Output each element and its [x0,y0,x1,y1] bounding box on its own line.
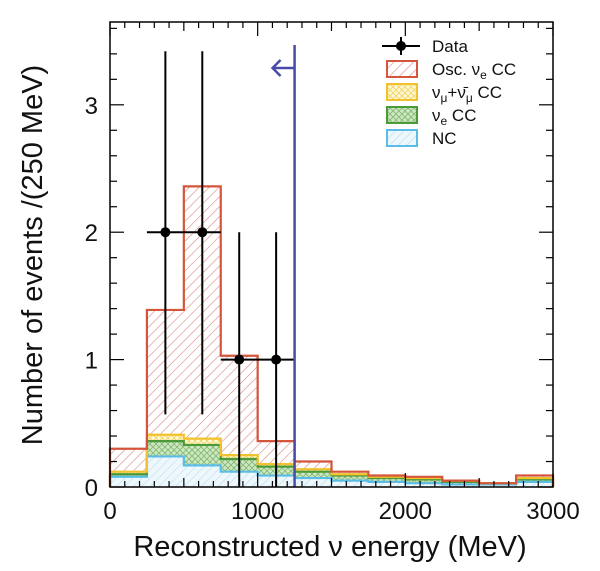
axes: 0 1000 2000 3000 0 1 2 3 Reconstructed ν energy … [17,21,580,563]
legend-swatch-cc [386,83,418,101]
y-tick-label-3: 3 [85,93,98,120]
bar-nc-2 [183,465,221,487]
legend-label-0: Data [432,37,468,56]
bar-nc-11 [516,481,553,487]
bar-e-cc-0 [110,474,147,477]
legend-swatch-osc-e-cc [386,60,418,78]
y-tick-label-1: 1 [85,348,98,375]
legend-label-3: νe CC [432,106,476,128]
legend-swatch-e-cc [386,106,418,124]
data-point-3 [271,354,282,365]
selection-cut [270,45,296,487]
bar-e-cc-5 [294,471,332,479]
legend-label-4: NC [432,129,457,148]
bar-e-cc-2 [183,444,221,466]
x-tick-label-0: 0 [103,498,116,525]
data-point-0 [160,227,171,238]
bar-nc-6 [331,480,369,487]
legend-marker-dot [396,41,406,51]
data-point-1 [197,227,208,238]
legend-label-2: νμ+ν̄μ CC [432,83,502,105]
bar-nc-10 [479,484,517,487]
bar-cc-0 [110,471,147,475]
bar-e-cc-9 [442,481,480,485]
bar-osc-e-cc-5 [294,461,332,470]
bar-nc-7 [368,481,406,487]
cut-arrow-head [270,59,282,77]
bar-e-cc-8 [405,479,443,484]
bar-nc-0 [110,476,147,487]
x-tick-label-1: 1000 [231,498,284,525]
bar-nc-9 [442,484,480,487]
bar-osc-e-cc-6 [331,471,369,475]
legend-label-1: Osc. νe CC [432,60,516,82]
bar-e-cc-6 [331,475,369,481]
y-tick-label-2: 2 [85,220,98,247]
data-point-2 [234,354,245,365]
bar-osc-e-cc-0 [110,448,147,472]
bar-e-cc-11 [516,479,553,482]
bar-nc-1 [146,456,184,487]
y-tick-label-0: 0 [85,475,98,502]
bar-cc-1 [146,434,184,442]
x-tick-label-3: 3000 [526,498,579,525]
x-axis-title: Reconstructed ν energy (MeV) [133,531,526,563]
x-tick-label-2: 2000 [379,498,432,525]
bar-cc-2 [183,438,221,445]
bar-e-cc-1 [146,441,184,457]
bar-nc-5 [294,478,332,487]
bar-cc-5 [294,469,332,472]
bar-e-cc-7 [368,478,406,482]
data-points [146,51,295,487]
bar-osc-e-cc-11 [516,475,553,479]
y-axis-title: Number of events /(250 MeV) [17,65,49,445]
bar-nc-8 [405,483,443,487]
legend-swatch-nc [386,129,418,147]
